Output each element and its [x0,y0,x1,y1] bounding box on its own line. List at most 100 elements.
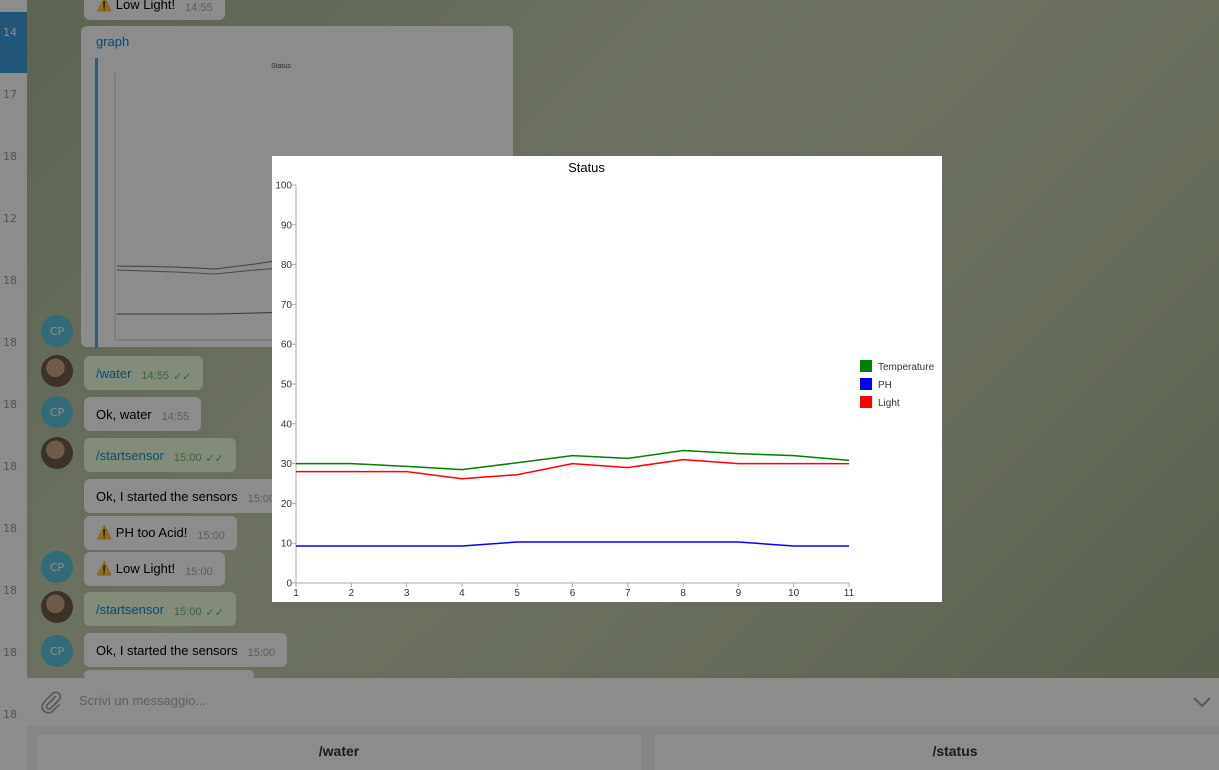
message-time: 15:00 [185,566,213,578]
x-tick-label: 7 [625,588,631,599]
message-bubble: /startsensor 15:00 ✓✓ [84,592,236,626]
message-bubble: /startsensor 15:00 ✓✓ [84,438,236,472]
graph-link[interactable]: graph [96,34,130,49]
message-bubble: Ok, water 14:55 [84,397,202,431]
message-bubble: ⚠️ PH too Acid! 15:00 [84,516,237,550]
chart-viewer: Status 0 10 20 30 40 50 60 70 80 90 100 1 2 3 4 5 6 7 8 9 10 1… [272,156,942,602]
y-tick-label: 20 [281,499,293,510]
message-time: 15:00 [197,530,225,542]
dialog-time: 18 [3,522,17,535]
series-line-ph [296,541,849,547]
avatar[interactable]: CP [41,396,73,428]
avatar-initials: CP [49,405,65,419]
message-bubble: Ok, I started the sensors 15:00 [84,479,288,513]
message-text: Ok, I started the sensors [96,488,238,504]
avatar[interactable]: CP [41,315,73,347]
x-tick-label: 3 [404,588,410,599]
message-time: 15:00 [173,452,202,464]
message-text: Ok, water [96,406,152,422]
command-link[interactable]: /water [96,365,132,381]
dialog-time: 18 [3,708,17,721]
avatar[interactable]: CP [41,635,73,667]
legend-label-ph: PH [878,380,892,391]
avatar[interactable] [41,591,73,623]
y-tick-label: 60 [281,340,293,351]
message-bubble: /water 14:55 ✓✓ [84,356,204,390]
series-line-light [296,458,849,480]
dialog-item-active[interactable] [0,12,27,73]
dialog-time: 12 [3,212,17,225]
message-time: 15:00 [247,493,276,505]
message-time: 14:55 [161,411,190,423]
message-time: 15:00 [247,647,276,659]
thumbnail-title: Status [271,63,291,70]
read-check-icon: ✓✓ [172,370,192,383]
avatar-initials: CP [49,560,65,574]
message-text: ⚠️ PH too Acid! [96,525,188,540]
legend-swatch-light [860,396,872,408]
legend-label-temperature: Temperature [878,362,935,373]
command-link[interactable]: /startsensor [96,601,164,617]
x-tick-label: 9 [736,588,742,599]
attach-icon[interactable] [39,690,63,714]
y-tick-label: 10 [281,539,293,550]
message-composer: Scrivi un messaggio... [27,678,1219,726]
message-text: Ok, I started the sensors [96,642,238,658]
y-tick-label: 40 [281,419,293,430]
chevron-down-icon[interactable] [1191,692,1213,712]
y-tick-label: 100 [275,181,292,192]
dialog-time: 18 [3,584,17,597]
series-line-temperature [296,449,850,471]
dialog-time: 18 [3,336,17,349]
read-check-icon: ✓✓ [205,606,224,619]
dialog-time: 18 [3,460,17,473]
dialog-time: 18 [3,646,17,659]
y-tick-label: 80 [281,260,293,271]
avatar[interactable] [41,437,73,469]
y-tick-label: 70 [281,300,293,311]
read-check-icon: ✓✓ [205,452,224,465]
thumbnail-line [117,311,296,315]
dialog-time: 14 [3,26,17,39]
message-input[interactable]: Scrivi un messaggio... [79,693,207,708]
message-bubble: ⚠️ Low Light! 15:00 [84,552,225,586]
message-bubble-partial [84,670,254,680]
status-chart: Status 0 10 20 30 40 50 60 70 80 90 100 1 2 3 4 5 6 7 8 9 10 1… [275,160,935,599]
message-text: ⚠️ Low Light! [96,0,176,12]
dialog-time: 18 [3,398,17,411]
y-tick-label: 90 [281,220,293,231]
message-time: 14:55 [185,2,213,14]
x-tick-label: 10 [788,588,800,599]
command-link[interactable]: /startsensor [96,447,164,463]
message-bubble: ⚠️ Low Light! 14:55 [84,0,225,20]
legend-swatch-ph [860,378,872,390]
message-text: ⚠️ Low Light! [96,561,176,576]
dialog-list[interactable]: 14 17 18 12 18 18 18 18 18 18 18 18 [0,0,27,770]
thumbnail-border [95,58,98,348]
legend-swatch-temperature [860,360,872,372]
x-tick-label: 6 [570,588,576,599]
x-tick-label: 5 [514,588,520,599]
thumbnail-line [116,266,296,275]
thumbnail-line [116,257,296,270]
avatar-initials: CP [49,644,65,658]
keyboard-button-water[interactable]: /water [37,734,641,770]
y-tick-label: 0 [286,579,292,590]
dialog-time: 17 [3,88,17,101]
dialog-time: 18 [3,150,17,163]
avatar[interactable]: CP [41,551,73,583]
y-tick-label: 50 [281,380,293,391]
x-tick-label: 2 [349,588,355,599]
dialog-time: 18 [3,274,17,287]
message-bubble: Ok, I started the sensors 15:00 [84,633,288,667]
message-time: 15:00 [173,606,202,618]
avatar-initials: CP [49,324,65,338]
y-tick-label: 30 [281,459,293,470]
avatar[interactable] [41,355,73,387]
x-tick-label: 4 [459,588,465,599]
message-time: 14:55 [141,370,169,382]
chart-title: Status [568,160,605,175]
legend-label-light: Light [878,398,900,409]
bot-keyboard: /water /status [27,726,1219,770]
keyboard-button-status[interactable]: /status [655,734,1219,770]
